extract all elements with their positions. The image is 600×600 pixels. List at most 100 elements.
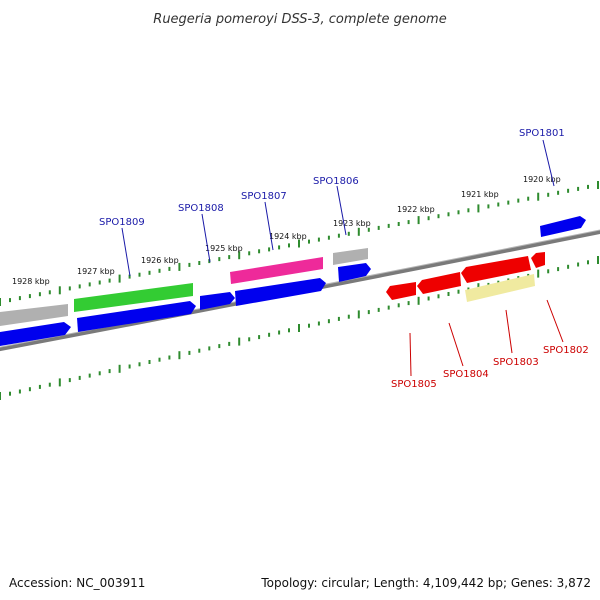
outer-tick	[178, 262, 181, 271]
inner-tick	[547, 269, 550, 274]
accession-text: Accession: NC_003911	[9, 576, 146, 590]
outer-tick	[118, 274, 121, 283]
gene-label-spo1801[interactable]: SPO1801	[519, 128, 565, 139]
gene-labels: SPO1801 SPO1802 SPO1803 SPO1804 SPO1805 …	[99, 128, 589, 390]
outer-tick	[158, 268, 161, 273]
gene-spo1805[interactable]	[386, 282, 416, 300]
inner-tick	[577, 262, 580, 267]
outer-tick	[168, 266, 171, 271]
leader-spo1807	[264, 201, 274, 251]
outer-tick	[417, 216, 420, 225]
gene-blue-fwd-c[interactable]	[77, 301, 196, 332]
inner-tick	[118, 364, 121, 373]
inner-tick	[198, 348, 201, 353]
gene-blue-fwd-b[interactable]	[235, 278, 326, 306]
outer-tick	[58, 286, 61, 295]
outer-tick	[208, 259, 211, 264]
outer-tick	[278, 245, 281, 250]
leader-spo1808	[201, 213, 211, 263]
outer-tick	[397, 222, 400, 226]
inner-tick	[447, 292, 450, 296]
inner-tick	[88, 373, 91, 378]
inner-tick	[268, 332, 271, 337]
reverse-genes	[386, 252, 545, 302]
gene-label-spo1806[interactable]: SPO1806	[313, 176, 359, 187]
inner-tick	[108, 369, 111, 374]
outer-tick	[68, 286, 71, 291]
inner-tick	[148, 360, 151, 364]
outer-tick	[377, 225, 380, 230]
gene-label-spo1808[interactable]: SPO1808	[178, 203, 224, 214]
gene-blue-fwd-a[interactable]	[338, 263, 371, 282]
outer-tick	[387, 223, 390, 228]
inner-tick	[158, 357, 161, 362]
inner-tick	[168, 355, 171, 360]
gene-yellow-rev[interactable]	[465, 274, 535, 302]
scale-label-1923: 1923 kbp	[333, 219, 371, 228]
inner-tick	[457, 289, 460, 294]
gene-label-spo1805[interactable]: SPO1805	[391, 379, 437, 390]
inner-tick	[347, 314, 350, 319]
gene-spo1801[interactable]	[540, 216, 586, 237]
gene-label-spo1807[interactable]: SPO1807	[241, 191, 287, 202]
outer-tick	[28, 294, 31, 299]
inner-tick	[557, 267, 560, 272]
gene-spo1804[interactable]	[417, 272, 461, 294]
outer-tick	[317, 237, 320, 242]
outer-tick	[138, 272, 141, 277]
outer-tick	[537, 192, 540, 201]
inner-tick	[9, 391, 11, 396]
outer-tick	[18, 296, 21, 301]
outer-tick	[48, 290, 51, 295]
gene-spo1807[interactable]	[230, 257, 323, 284]
outer-tick	[477, 204, 480, 213]
scale-label-1924: 1924 kbp	[269, 232, 307, 241]
outer-tick	[367, 227, 370, 232]
outer-tick	[0, 298, 1, 306]
outer-tick	[557, 190, 560, 195]
outer-tick	[108, 278, 111, 283]
outer-tick	[308, 239, 310, 244]
outer-tick	[337, 233, 340, 238]
gene-spo1808[interactable]	[200, 292, 235, 310]
scale-labels: 1920 kbp 1921 kbp 1922 kbp 1923 kbp 1924…	[12, 175, 561, 286]
scale-label-1922: 1922 kbp	[397, 205, 435, 214]
gene-label-spo1802[interactable]: SPO1802	[543, 345, 589, 356]
inner-tick	[587, 260, 589, 265]
outer-tick	[517, 198, 520, 203]
gene-spo1809[interactable]	[74, 283, 193, 312]
gene-label-spo1804[interactable]: SPO1804	[443, 369, 489, 380]
gene-spo1802[interactable]	[531, 252, 545, 268]
map-title: Ruegeria pomeroyi DSS-3, complete genome	[153, 12, 446, 27]
scale-label-1926: 1926 kbp	[141, 256, 179, 265]
outer-tick	[567, 188, 570, 193]
outer-tick	[228, 255, 231, 260]
outer-tick	[327, 235, 330, 240]
outer-tick	[268, 247, 271, 252]
leader-spo1805	[409, 332, 412, 377]
outer-tick	[258, 249, 261, 254]
gene-blue-fwd-d[interactable]	[0, 322, 71, 346]
inner-tick	[308, 323, 310, 328]
inner-tick	[38, 384, 41, 389]
gene-grey-left[interactable]	[0, 304, 68, 326]
inner-tick	[48, 382, 51, 387]
outer-tick	[407, 220, 410, 225]
gene-label-spo1809[interactable]: SPO1809	[99, 217, 145, 228]
label-leader-lines	[121, 139, 564, 377]
outer-tick	[457, 210, 460, 215]
gene-spo1803[interactable]	[461, 256, 531, 283]
scale-label-1925: 1925 kbp	[205, 244, 243, 253]
inner-tick	[238, 337, 241, 346]
gene-label-spo1803[interactable]: SPO1803	[493, 357, 539, 368]
outer-tick	[467, 208, 470, 213]
outer-tick	[577, 186, 580, 191]
gene-spo1806[interactable]	[333, 248, 368, 265]
inner-tick	[377, 307, 380, 312]
inner-tick	[138, 362, 141, 367]
leader-spo1804	[448, 322, 464, 367]
inner-tick	[178, 351, 181, 360]
scale-label-1928: 1928 kbp	[12, 277, 50, 286]
outer-tick	[357, 227, 360, 236]
inner-tick	[278, 330, 281, 335]
